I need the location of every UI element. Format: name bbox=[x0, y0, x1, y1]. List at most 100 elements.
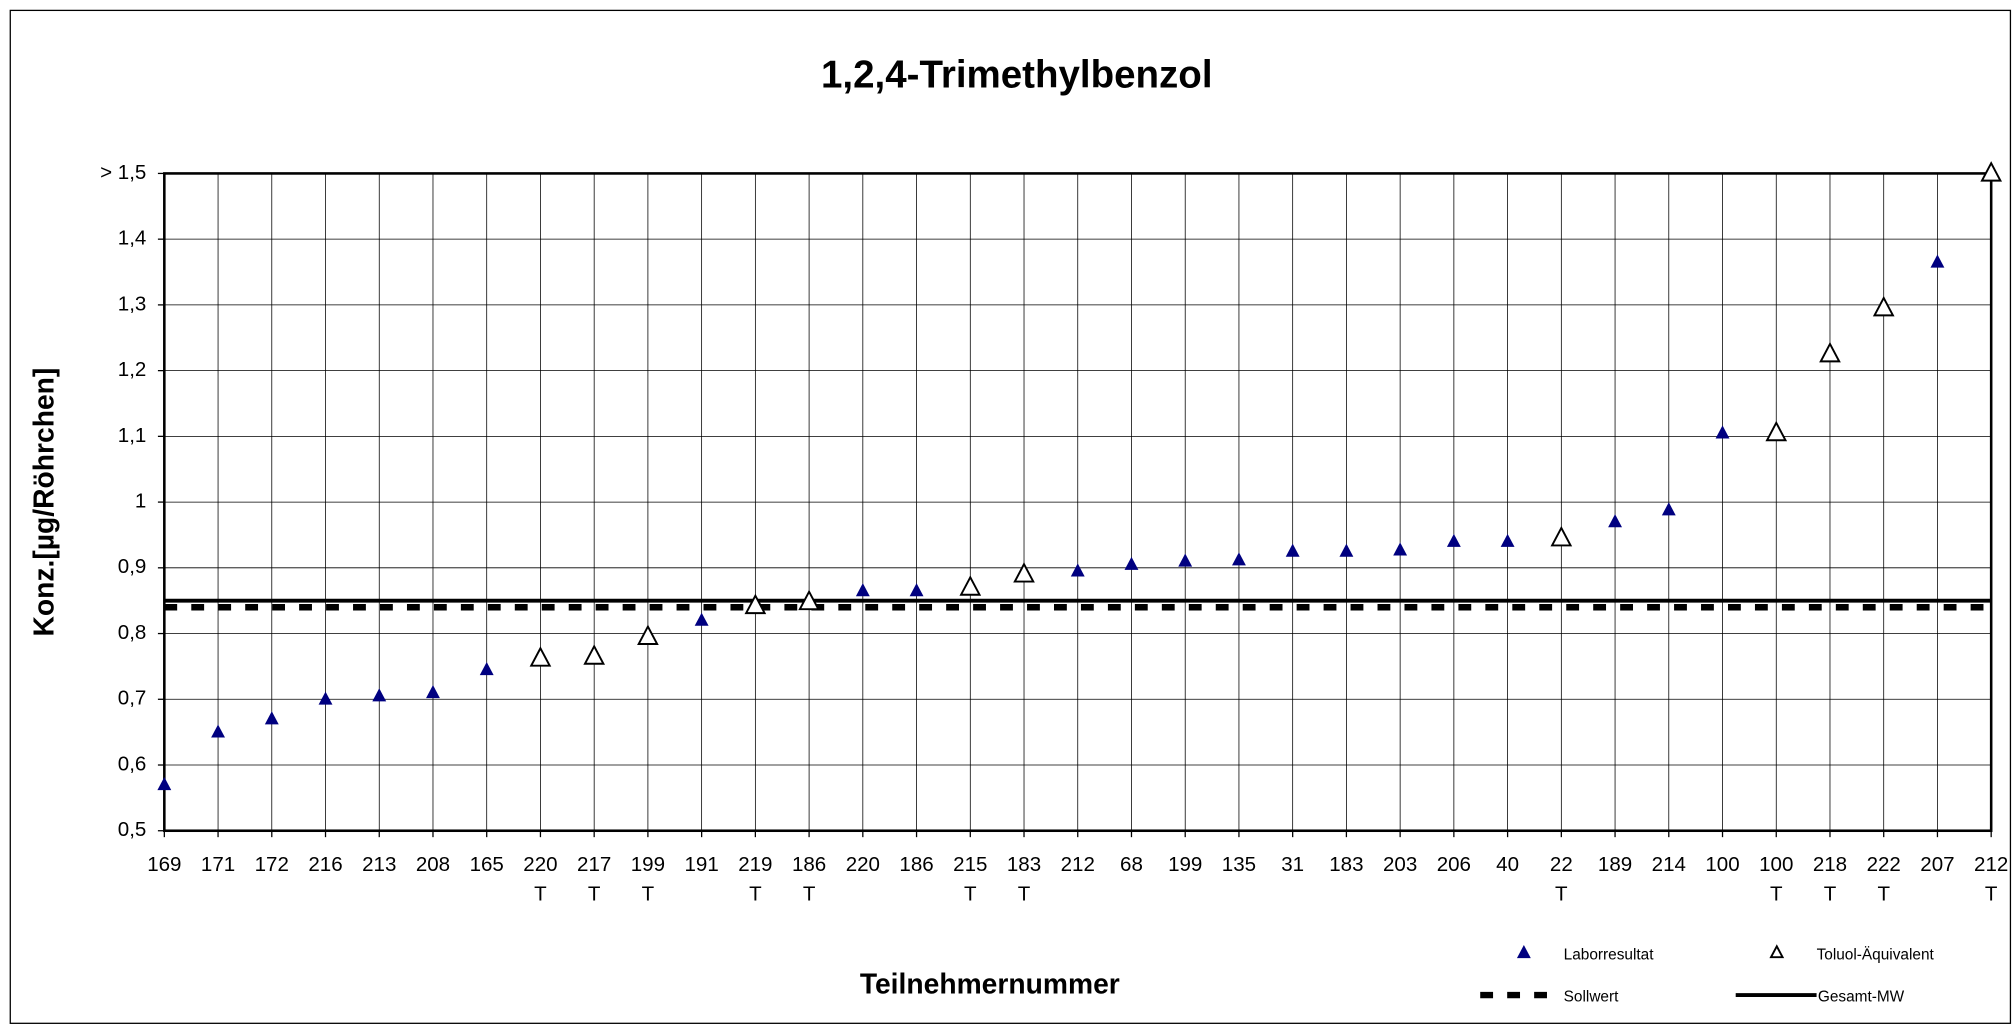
y-tick-label: > 1,5 bbox=[100, 161, 146, 184]
data-point bbox=[1550, 525, 1573, 547]
x-tick-label: 22 bbox=[1550, 853, 1573, 876]
y-tick-label: 1,4 bbox=[118, 227, 147, 250]
x-tick-label: 169 bbox=[147, 853, 181, 876]
data-point bbox=[1070, 563, 1085, 577]
x-tick-label: 208 bbox=[416, 853, 450, 876]
x-tick-label: 218 bbox=[1813, 853, 1847, 876]
x-tick-label: 216 bbox=[308, 853, 342, 876]
data-point bbox=[637, 624, 659, 645]
x-tick-label: 171 bbox=[201, 853, 235, 876]
x-tick-label: 183 bbox=[1329, 853, 1363, 876]
data-point bbox=[426, 685, 440, 699]
y-tick-label: 1,2 bbox=[118, 358, 147, 381]
x-axis-title: Teilnehmernummer bbox=[860, 968, 1120, 1000]
x-tick-label: 183 bbox=[1007, 853, 1041, 876]
legend-label: Laborresultat bbox=[1564, 946, 1655, 963]
x-tick-label: 220 bbox=[523, 853, 557, 876]
data-point bbox=[1608, 514, 1622, 528]
x-tick-label: 199 bbox=[1168, 853, 1202, 876]
data-point bbox=[583, 644, 606, 665]
x-tick-label: 206 bbox=[1437, 853, 1471, 876]
y-axis-title: Konz.[µg/Röhrchen] bbox=[28, 368, 60, 637]
data-point bbox=[1661, 502, 1676, 516]
legend-marker bbox=[1516, 944, 1531, 959]
data-point bbox=[264, 711, 279, 725]
data-point bbox=[1765, 420, 1788, 442]
y-tick-label: 1 bbox=[135, 490, 146, 513]
y-tick-label: 1,1 bbox=[118, 424, 147, 447]
x-tick-label: 220 bbox=[846, 853, 880, 876]
data-point bbox=[909, 583, 924, 597]
data-point bbox=[1446, 533, 1461, 547]
data-point bbox=[318, 691, 333, 705]
x-tick-label: 212 bbox=[1061, 853, 1095, 876]
y-tick-label: 0,9 bbox=[118, 555, 147, 578]
data-point bbox=[1980, 161, 2003, 182]
x-tick-note: T bbox=[803, 882, 816, 905]
data-point bbox=[959, 575, 982, 596]
x-tick-label: 207 bbox=[1920, 853, 1954, 876]
x-tick-label: 100 bbox=[1759, 853, 1793, 876]
plot-frame bbox=[163, 172, 1993, 833]
x-tick-note: T bbox=[1555, 882, 1568, 905]
x-tick-note: T bbox=[749, 882, 762, 905]
x-tick-note: T bbox=[534, 882, 547, 905]
x-tick-label: 100 bbox=[1705, 853, 1739, 876]
x-tick-label: 186 bbox=[792, 853, 826, 876]
data-point bbox=[211, 724, 225, 738]
x-tick-label: 212 bbox=[1974, 853, 2008, 876]
x-tick-label: 189 bbox=[1598, 853, 1632, 876]
x-tick-label: 172 bbox=[255, 853, 289, 876]
y-tick-label: 0,6 bbox=[118, 752, 147, 775]
legend-label: Gesamt-MW bbox=[1818, 989, 1905, 1006]
data-point bbox=[1715, 425, 1730, 439]
x-tick-note: T bbox=[964, 882, 977, 905]
data-point bbox=[1013, 562, 1035, 583]
x-tick-label: 213 bbox=[362, 853, 396, 876]
data-point bbox=[744, 593, 767, 615]
data-point bbox=[529, 646, 552, 667]
x-tick-note: T bbox=[1770, 882, 1783, 905]
data-point bbox=[1232, 552, 1246, 566]
x-tick-note: T bbox=[588, 882, 601, 905]
x-tick-note: T bbox=[1824, 882, 1837, 905]
x-tick-label: 135 bbox=[1222, 853, 1256, 876]
x-tick-label: 222 bbox=[1867, 853, 1901, 876]
y-tick-label: 0,8 bbox=[118, 621, 147, 644]
data-point bbox=[1500, 533, 1515, 547]
x-tick-label: 68 bbox=[1120, 853, 1143, 876]
legend-marker bbox=[1769, 944, 1785, 959]
chart-title: 1,2,4-Trimethylbenzol bbox=[821, 53, 1213, 96]
x-tick-note: T bbox=[1877, 882, 1890, 905]
x-tick-note: T bbox=[1985, 882, 1998, 905]
data-point bbox=[372, 688, 387, 702]
x-tick-label: 199 bbox=[631, 853, 665, 876]
data-point bbox=[479, 661, 494, 676]
x-tick-label: 214 bbox=[1652, 853, 1686, 876]
x-tick-label: 40 bbox=[1496, 853, 1519, 876]
x-tick-label: 217 bbox=[577, 853, 611, 876]
x-tick-note: T bbox=[642, 882, 655, 905]
x-tick-label: 186 bbox=[899, 853, 933, 876]
data-point bbox=[694, 612, 709, 626]
x-tick-label: 165 bbox=[470, 853, 504, 876]
data-point bbox=[1930, 254, 1945, 268]
data-point bbox=[798, 589, 820, 611]
x-tick-label: 219 bbox=[738, 853, 772, 876]
data-point bbox=[1178, 553, 1193, 567]
y-tick-label: 1,3 bbox=[118, 292, 147, 315]
data-point bbox=[157, 777, 172, 791]
legend-label: Toluol-Äquivalent bbox=[1817, 946, 1935, 963]
data-point bbox=[1819, 341, 1841, 363]
data-point bbox=[1393, 542, 1408, 556]
data-point bbox=[1285, 543, 1300, 557]
x-tick-label: 215 bbox=[953, 853, 987, 876]
data-point bbox=[1339, 543, 1354, 557]
x-tick-label: 203 bbox=[1383, 853, 1417, 876]
x-tick-label: 31 bbox=[1281, 853, 1304, 876]
x-tick-label: 191 bbox=[685, 853, 719, 876]
data-point bbox=[1124, 556, 1139, 570]
x-tick-note: T bbox=[1018, 882, 1031, 905]
